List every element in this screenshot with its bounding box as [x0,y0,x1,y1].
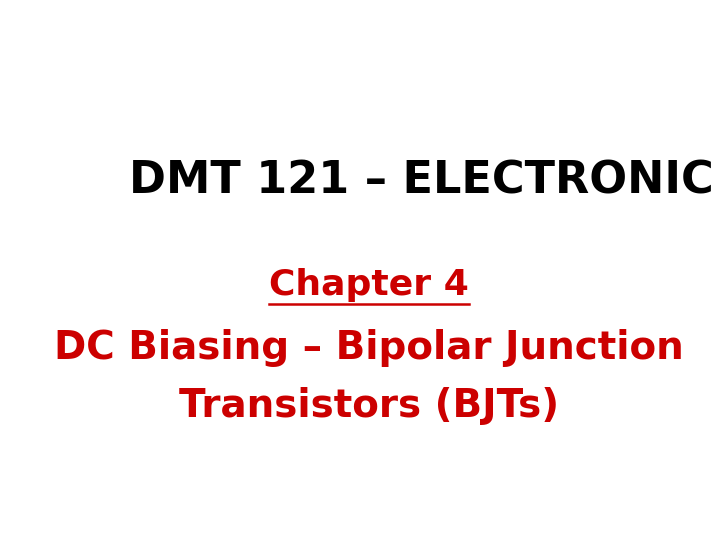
Text: DMT 121 – ELECTRONIC DEVICES: DMT 121 – ELECTRONIC DEVICES [129,160,720,202]
Text: Chapter 4: Chapter 4 [269,268,469,302]
Text: Transistors (BJTs): Transistors (BJTs) [179,387,559,425]
Text: DC Biasing – Bipolar Junction: DC Biasing – Bipolar Junction [54,328,684,367]
